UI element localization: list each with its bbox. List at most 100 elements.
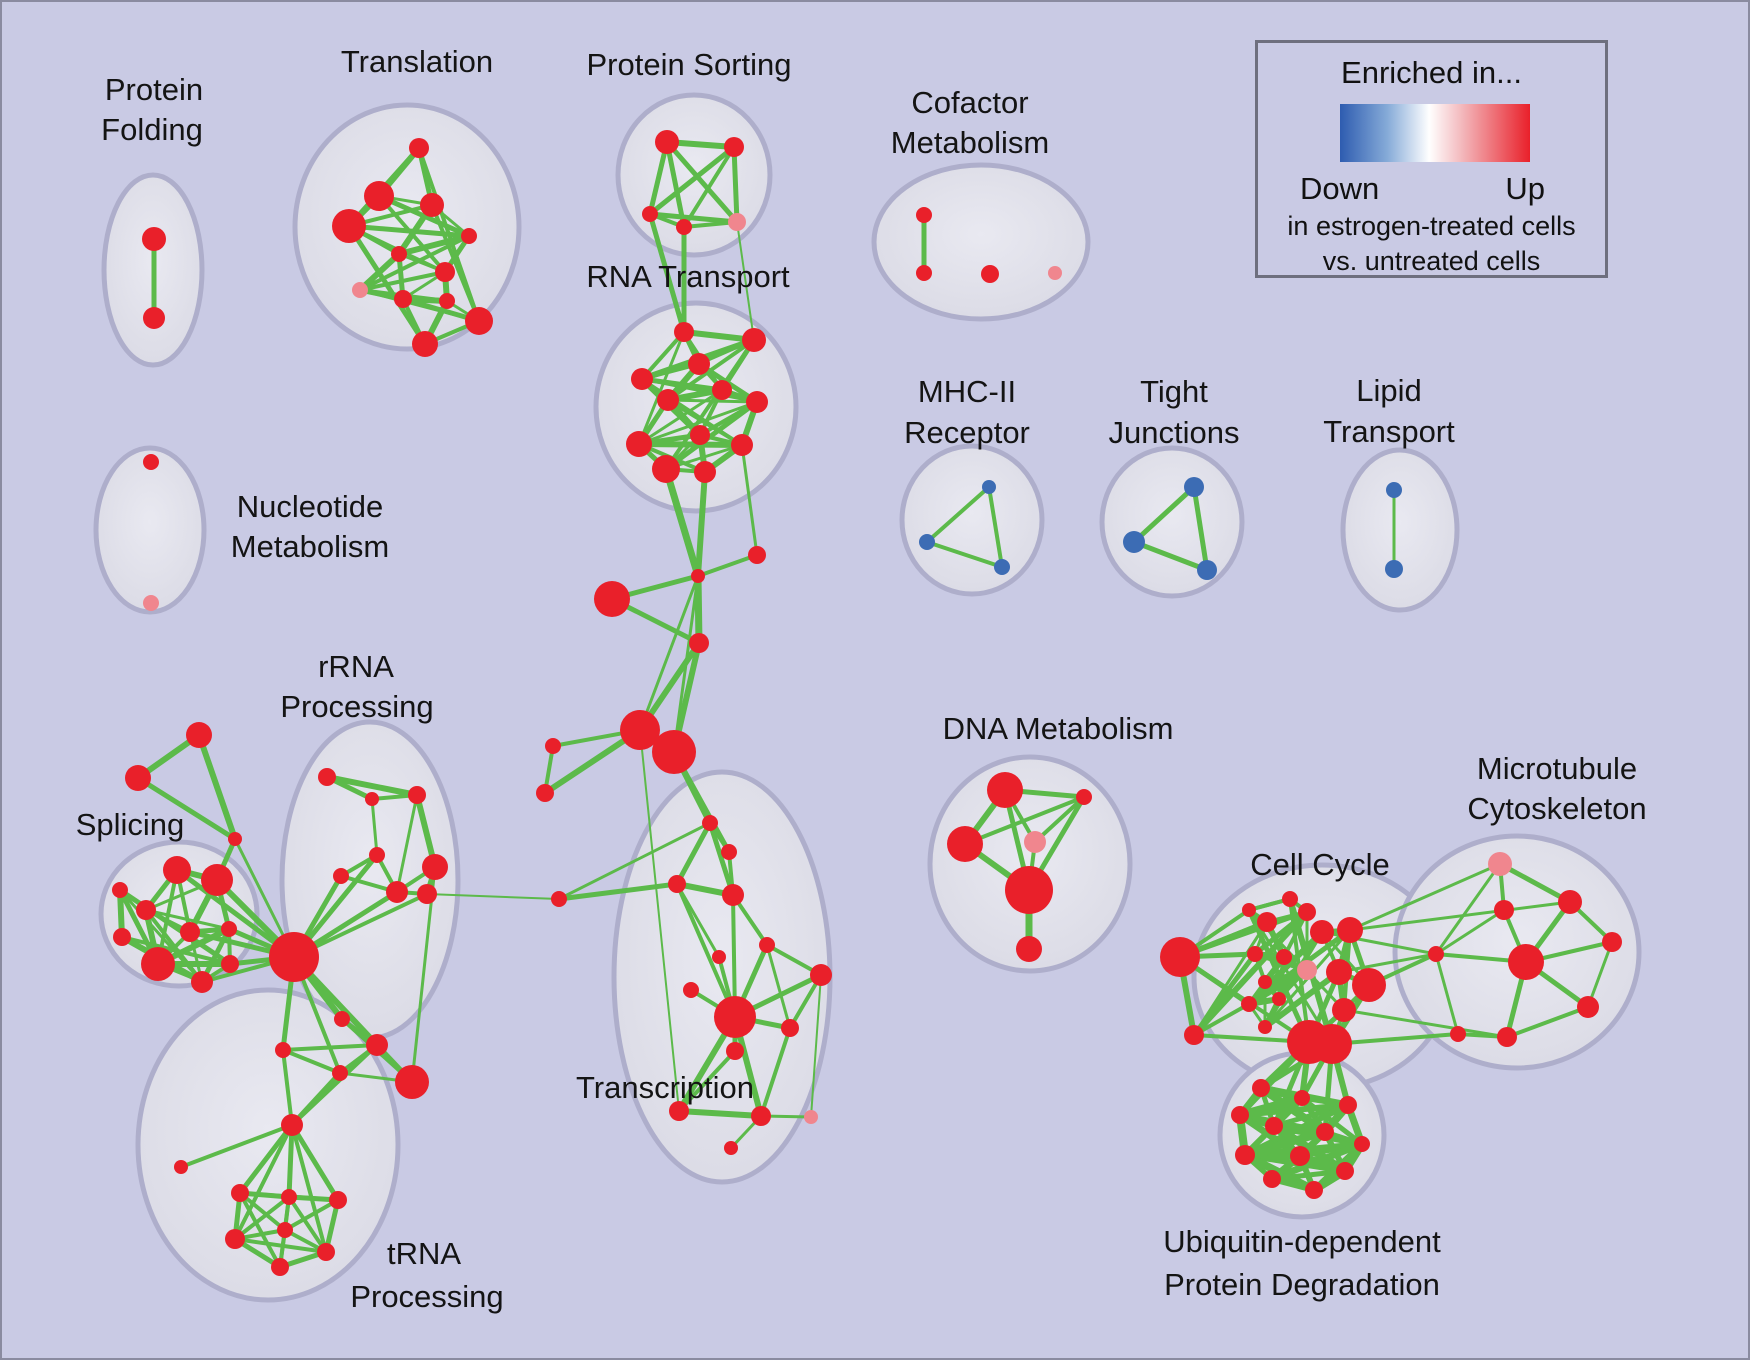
node-mhc-ii-receptor-2[interactable] xyxy=(994,559,1010,575)
node-protein-sorting-3[interactable] xyxy=(676,219,692,235)
node-microtubule-cytoskeleton-6[interactable] xyxy=(1577,996,1599,1018)
node-dna-metabolism-3[interactable] xyxy=(1024,831,1046,853)
node-transcription-13[interactable] xyxy=(804,1110,818,1124)
node-translation-1[interactable] xyxy=(364,181,394,211)
node-tight-junctions-0[interactable] xyxy=(1184,477,1204,497)
node-rrna-processing-0[interactable] xyxy=(318,768,336,786)
node-connector-hub-3[interactable] xyxy=(689,633,709,653)
node-ubiquitin-protein-degradation-10[interactable] xyxy=(1263,1170,1281,1188)
node-ubiquitin-protein-degradation-5[interactable] xyxy=(1316,1123,1334,1141)
node-cell-cycle-7[interactable] xyxy=(1258,975,1272,989)
node-connector-hub-5[interactable] xyxy=(652,730,696,774)
node-rna-transport-7[interactable] xyxy=(690,425,710,445)
node-splicing-2[interactable] xyxy=(136,900,156,920)
node-transcription-0[interactable] xyxy=(702,815,718,831)
node-translation-5[interactable] xyxy=(391,246,407,262)
node-cell-cycle-18[interactable] xyxy=(1242,903,1256,917)
node-cell-cycle-1[interactable] xyxy=(1184,1025,1204,1045)
node-microtubule-cytoskeleton-8[interactable] xyxy=(1450,1026,1466,1042)
node-trna-processing-6[interactable] xyxy=(271,1258,289,1276)
node-connector-hub-11[interactable] xyxy=(228,832,242,846)
node-ubiquitin-protein-degradation-8[interactable] xyxy=(1290,1146,1310,1166)
node-rna-transport-8[interactable] xyxy=(626,431,652,457)
node-tight-junctions-1[interactable] xyxy=(1123,531,1145,553)
node-protein-sorting-4[interactable] xyxy=(728,213,746,231)
node-connector-hub-2[interactable] xyxy=(594,581,630,617)
node-rna-transport-9[interactable] xyxy=(731,434,753,456)
node-cell-cycle-14[interactable] xyxy=(1352,968,1386,1002)
node-ubiquitin-protein-degradation-0[interactable] xyxy=(1252,1079,1270,1097)
node-cell-cycle-4[interactable] xyxy=(1247,946,1263,962)
node-ubiquitin-protein-degradation-1[interactable] xyxy=(1294,1090,1310,1106)
node-rrna-processing-2[interactable] xyxy=(408,786,426,804)
node-dna-metabolism-1[interactable] xyxy=(1076,789,1092,805)
node-rna-transport-1[interactable] xyxy=(742,328,766,352)
node-connector-hub-10[interactable] xyxy=(125,765,151,791)
node-connector-hub-0[interactable] xyxy=(691,569,705,583)
node-ubiquitin-protein-degradation-7[interactable] xyxy=(1235,1145,1255,1165)
node-trna-processing-4[interactable] xyxy=(329,1191,347,1209)
node-transcription-4[interactable] xyxy=(759,937,775,953)
node-rrna-processing-1[interactable] xyxy=(365,792,379,806)
node-translation-2[interactable] xyxy=(420,193,444,217)
node-rrna-processing-10[interactable] xyxy=(366,1034,388,1056)
node-protein-folding-0[interactable] xyxy=(142,227,166,251)
node-rna-transport-10[interactable] xyxy=(652,455,680,483)
node-translation-10[interactable] xyxy=(465,307,493,335)
node-translation-6[interactable] xyxy=(435,262,455,282)
node-microtubule-cytoskeleton-5[interactable] xyxy=(1602,932,1622,952)
node-translation-9[interactable] xyxy=(439,293,455,309)
node-dna-metabolism-5[interactable] xyxy=(1016,936,1042,962)
node-protein-sorting-0[interactable] xyxy=(655,130,679,154)
node-splicing-1[interactable] xyxy=(201,864,233,896)
node-cell-cycle-15[interactable] xyxy=(1332,998,1356,1022)
node-ubiquitin-protein-degradation-4[interactable] xyxy=(1265,1117,1283,1135)
node-cofactor-metabolism-0[interactable] xyxy=(916,207,932,223)
node-connector-hub-7[interactable] xyxy=(536,784,554,802)
node-translation-8[interactable] xyxy=(394,290,412,308)
node-cell-cycle-0[interactable] xyxy=(1160,937,1200,977)
node-transcription-14[interactable] xyxy=(724,1141,738,1155)
node-splicing-5[interactable] xyxy=(141,947,175,981)
node-rna-transport-0[interactable] xyxy=(674,322,694,342)
node-translation-4[interactable] xyxy=(461,228,477,244)
node-nucleotide-metabolism-0[interactable] xyxy=(143,454,159,470)
node-dna-metabolism-2[interactable] xyxy=(947,826,983,862)
node-splicing-4[interactable] xyxy=(221,921,237,937)
node-rrna-processing-8[interactable] xyxy=(269,932,319,982)
node-splicing-3[interactable] xyxy=(180,922,200,942)
node-trna-processing-5[interactable] xyxy=(225,1229,245,1249)
node-transcription-2[interactable] xyxy=(668,875,686,893)
node-translation-11[interactable] xyxy=(412,331,438,357)
node-cell-cycle-11[interactable] xyxy=(1310,920,1334,944)
node-trna-processing-2[interactable] xyxy=(231,1184,249,1202)
node-transcription-3[interactable] xyxy=(722,884,744,906)
node-rna-transport-4[interactable] xyxy=(712,380,732,400)
node-cell-cycle-6[interactable] xyxy=(1297,960,1317,980)
node-trna-processing-1[interactable] xyxy=(174,1160,188,1174)
node-translation-0[interactable] xyxy=(409,138,429,158)
node-rna-transport-6[interactable] xyxy=(746,391,768,413)
node-rrna-processing-11[interactable] xyxy=(275,1042,291,1058)
node-splicing-7[interactable] xyxy=(221,955,239,973)
node-transcription-9[interactable] xyxy=(781,1019,799,1037)
node-ubiquitin-protein-degradation-9[interactable] xyxy=(1336,1162,1354,1180)
node-splicing-8[interactable] xyxy=(112,882,128,898)
node-rrna-processing-9[interactable] xyxy=(334,1011,350,1027)
node-cell-cycle-12[interactable] xyxy=(1337,917,1363,943)
node-cofactor-metabolism-1[interactable] xyxy=(916,265,932,281)
node-cell-cycle-13[interactable] xyxy=(1326,959,1352,985)
node-translation-7[interactable] xyxy=(352,282,368,298)
node-rrna-processing-13[interactable] xyxy=(395,1065,429,1099)
node-splicing-9[interactable] xyxy=(113,928,131,946)
node-transcription-5[interactable] xyxy=(712,950,726,964)
node-transcription-10[interactable] xyxy=(726,1042,744,1060)
node-rna-transport-11[interactable] xyxy=(694,461,716,483)
node-cofactor-metabolism-2[interactable] xyxy=(981,265,999,283)
node-ubiquitin-protein-degradation-11[interactable] xyxy=(1305,1181,1323,1199)
node-connector-hub-9[interactable] xyxy=(186,722,212,748)
node-trna-processing-0[interactable] xyxy=(281,1114,303,1136)
node-lipid-transport-0[interactable] xyxy=(1386,482,1402,498)
node-rrna-processing-6[interactable] xyxy=(422,854,448,880)
node-rrna-processing-4[interactable] xyxy=(333,868,349,884)
